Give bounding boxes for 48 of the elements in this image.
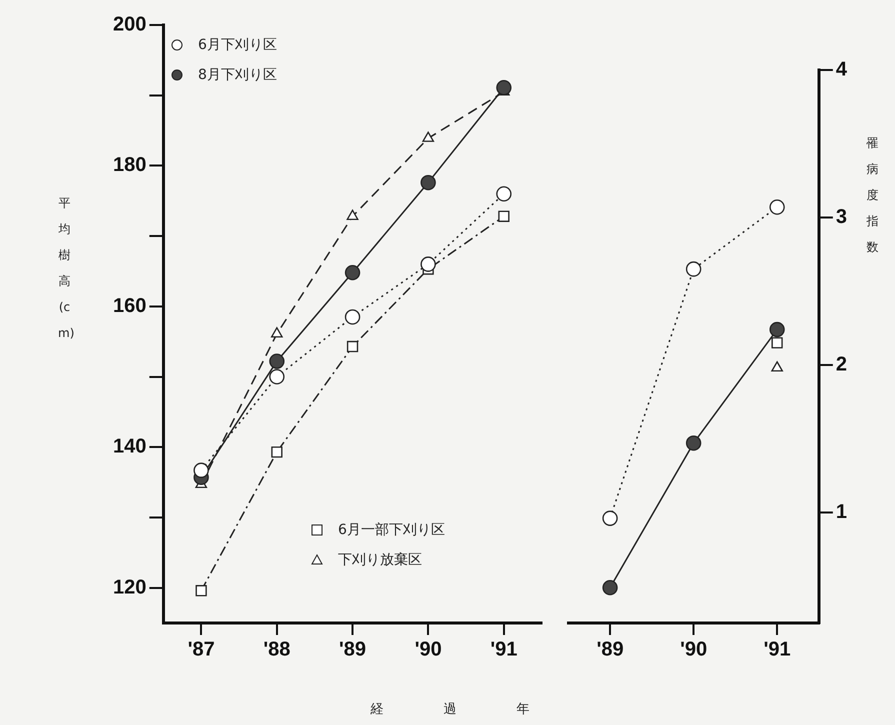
x-tick-label: '91 bbox=[764, 638, 791, 661]
point bbox=[271, 446, 282, 458]
y-tick-label: 180 bbox=[112, 154, 146, 176]
point bbox=[420, 174, 436, 190]
x-axis-title: 経過年 bbox=[370, 701, 590, 718]
y2-tick-label: 1 bbox=[836, 500, 847, 523]
point bbox=[344, 309, 360, 325]
point bbox=[344, 264, 360, 280]
point bbox=[496, 80, 512, 96]
y-tick-label: 160 bbox=[112, 294, 146, 317]
point bbox=[602, 580, 618, 596]
point bbox=[602, 510, 618, 526]
y2-axis-title: 罹病度指数 bbox=[866, 135, 879, 256]
x-tick-label: '89 bbox=[596, 638, 624, 661]
x-tick-label: '87 bbox=[188, 638, 215, 661]
point bbox=[772, 337, 783, 348]
point bbox=[269, 369, 285, 384]
legend-label: 8月下刈り区 bbox=[198, 66, 277, 84]
point bbox=[498, 210, 510, 222]
point bbox=[196, 585, 207, 596]
legend-label: 6月下刈り区 bbox=[198, 36, 277, 54]
y-tick-label: 140 bbox=[112, 436, 146, 458]
x-tick-label: '91 bbox=[490, 638, 518, 661]
x-tick-label: '90 bbox=[414, 638, 442, 661]
y-axis-title: 平均樹高(cm) bbox=[58, 195, 74, 342]
point bbox=[269, 354, 285, 369]
point bbox=[686, 435, 702, 451]
legend-label: 6月一部下刈り区 bbox=[338, 521, 445, 539]
x-tick-label: '89 bbox=[339, 638, 366, 661]
point bbox=[769, 199, 785, 215]
y2-tick-label: 3 bbox=[836, 206, 847, 228]
point bbox=[194, 462, 209, 478]
y2-tick-label: 2 bbox=[836, 353, 847, 376]
point bbox=[771, 361, 783, 372]
point bbox=[686, 261, 702, 277]
point bbox=[420, 256, 436, 272]
y2-tick-label: 4 bbox=[836, 58, 848, 81]
x-tick-label: '90 bbox=[680, 638, 708, 661]
point bbox=[271, 327, 283, 338]
point bbox=[496, 186, 512, 202]
legend-label: 下刈り放棄区 bbox=[338, 551, 422, 569]
y-tick-label: 120 bbox=[112, 576, 146, 598]
point bbox=[346, 210, 358, 220]
point bbox=[769, 322, 785, 338]
point bbox=[422, 132, 434, 142]
point bbox=[346, 340, 358, 352]
x-tick-label: '88 bbox=[263, 638, 290, 661]
y-tick-label: 200 bbox=[112, 14, 146, 36]
